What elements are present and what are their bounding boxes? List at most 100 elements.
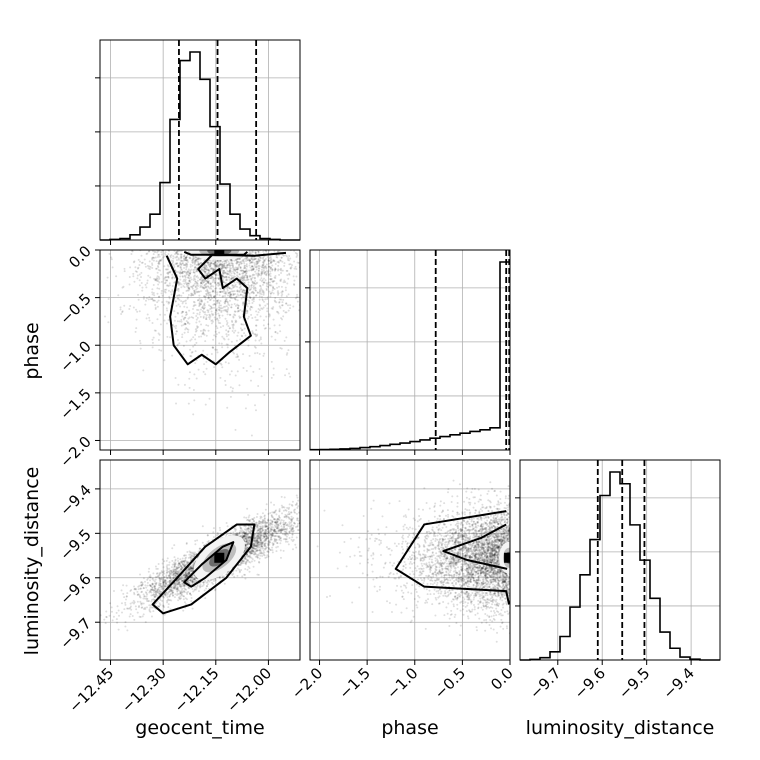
scatter-point	[260, 522, 263, 525]
scatter-point	[196, 270, 199, 273]
scatter-point	[139, 347, 142, 350]
scatter-point	[176, 570, 179, 573]
scatter-point	[262, 269, 265, 272]
scatter-point	[208, 316, 211, 319]
scatter-point	[268, 274, 271, 277]
scatter-point	[142, 369, 145, 372]
scatter-point	[192, 300, 195, 303]
scatter-point	[277, 523, 280, 526]
scatter-point	[264, 535, 267, 538]
scatter-point	[231, 321, 234, 324]
scatter-point	[269, 278, 272, 281]
scatter-point	[171, 323, 174, 326]
scatter-point	[265, 535, 268, 538]
scatter-point	[255, 516, 258, 519]
scatter-point	[269, 267, 272, 270]
scatter-point	[181, 310, 184, 313]
scatter-point	[286, 352, 289, 355]
scatter-point	[263, 259, 266, 262]
scatter-point	[135, 308, 138, 311]
scatter-point	[268, 327, 271, 330]
scatter-point	[156, 292, 159, 295]
scatter-point	[166, 557, 169, 560]
scatter-point	[273, 260, 276, 263]
scatter-point	[177, 581, 180, 584]
scatter-point	[189, 257, 192, 260]
scatter-point	[248, 264, 251, 267]
scatter-point	[231, 262, 234, 265]
scatter-point	[269, 261, 272, 264]
scatter-point	[258, 291, 261, 294]
scatter-point	[192, 565, 195, 568]
scatter-point	[249, 307, 252, 310]
scatter-point	[243, 532, 246, 535]
scatter-point	[215, 260, 218, 263]
scatter-point	[235, 268, 238, 271]
scatter-point	[178, 581, 181, 584]
scatter-point	[218, 576, 221, 579]
scatter-point	[194, 292, 197, 295]
scatter-point	[193, 577, 196, 580]
scatter-point	[256, 281, 259, 284]
scatter-point	[182, 259, 185, 262]
scatter-point	[267, 543, 270, 546]
scatter-point	[252, 282, 255, 285]
scatter-point	[229, 293, 232, 296]
scatter-point	[284, 521, 287, 524]
scatter-point	[218, 266, 221, 269]
scatter-point	[185, 575, 188, 578]
scatter-point	[207, 281, 210, 284]
scatter-point	[229, 293, 232, 296]
scatter-point	[278, 273, 281, 276]
scatter-point	[229, 287, 232, 290]
scatter-point	[247, 281, 250, 284]
scatter-point	[267, 269, 270, 272]
scatter-point	[193, 301, 196, 304]
scatter-point	[275, 521, 278, 524]
scatter-point	[209, 315, 212, 318]
scatter-point	[262, 263, 265, 266]
scatter-point	[258, 537, 261, 540]
scatter-point	[167, 318, 170, 321]
scatter-point	[213, 302, 216, 305]
scatter-point	[178, 562, 181, 565]
scatter-point	[261, 527, 264, 530]
scatter-point	[194, 270, 197, 273]
scatter-point	[282, 298, 285, 301]
scatter-point	[173, 564, 176, 567]
scatter-point	[171, 277, 174, 280]
scatter-point	[219, 322, 222, 325]
scatter-point	[256, 532, 259, 535]
scatter-point	[222, 280, 225, 283]
scatter-point	[210, 310, 213, 313]
scatter-point	[249, 308, 252, 311]
scatter-point	[273, 288, 276, 291]
scatter-point	[270, 307, 273, 310]
scatter-point	[230, 340, 233, 343]
scatter-point	[230, 274, 233, 277]
scatter-point	[246, 537, 249, 540]
scatter-point	[157, 254, 160, 257]
scatter-point	[218, 287, 221, 290]
scatter-point	[250, 252, 253, 255]
scatter-point	[183, 255, 186, 258]
scatter-point	[169, 589, 172, 592]
scatter-point	[254, 289, 257, 292]
scatter-point	[163, 288, 166, 291]
scatter-point	[167, 276, 170, 279]
scatter-point	[267, 270, 270, 273]
scatter-point	[168, 588, 171, 591]
scatter-point	[263, 327, 266, 330]
scatter-point	[170, 293, 173, 296]
scatter-point	[209, 263, 212, 266]
scatter-point	[176, 587, 179, 590]
scatter-point	[269, 258, 272, 261]
scatter-point	[251, 552, 254, 555]
scatter-point	[225, 323, 228, 326]
scatter-point	[246, 559, 249, 562]
scatter-point	[184, 588, 187, 591]
scatter-point	[254, 409, 257, 412]
scatter-point	[261, 520, 264, 523]
scatter-point	[229, 270, 232, 273]
scatter-point	[228, 295, 231, 298]
